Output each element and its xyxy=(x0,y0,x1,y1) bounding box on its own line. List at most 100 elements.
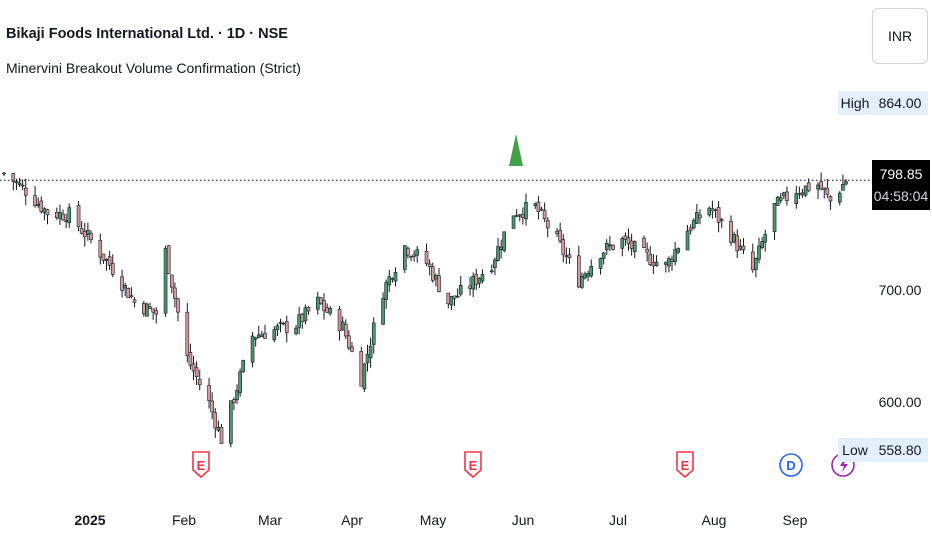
candle xyxy=(101,253,106,264)
candle-body xyxy=(437,275,441,292)
candle xyxy=(39,196,44,214)
candle-body xyxy=(343,323,348,337)
candle xyxy=(58,204,62,225)
candle xyxy=(611,244,615,251)
candle-body xyxy=(281,322,286,325)
candle xyxy=(778,192,783,204)
earnings-event-icon[interactable]: E xyxy=(676,451,694,479)
candle-body xyxy=(623,235,628,240)
candle xyxy=(825,178,830,198)
candle-body xyxy=(601,252,606,259)
candle-body xyxy=(688,227,693,231)
candle-body xyxy=(816,184,820,190)
candle xyxy=(263,324,267,339)
candle-body xyxy=(173,287,177,299)
candle xyxy=(816,182,820,200)
indicator-label[interactable]: Minervini Breakout Volume Confirmation (… xyxy=(6,60,301,76)
time-label-2025: 2025 xyxy=(74,512,106,528)
candle xyxy=(303,304,308,325)
candle-body xyxy=(39,200,44,212)
candle-body xyxy=(654,261,659,266)
candle-body xyxy=(216,427,221,431)
candle xyxy=(2,171,6,177)
candle-body xyxy=(750,251,755,271)
candle-body xyxy=(719,219,724,221)
candle-body xyxy=(558,229,562,242)
candle-body xyxy=(89,233,93,241)
candle-body xyxy=(542,210,547,219)
candle-body xyxy=(406,247,410,256)
candle-body xyxy=(735,235,740,252)
candle xyxy=(716,201,721,233)
candle-body xyxy=(163,248,168,314)
candle-body xyxy=(663,262,668,265)
time-label-aug: Aug xyxy=(701,512,727,528)
candle-body xyxy=(362,363,367,390)
candle xyxy=(238,368,242,397)
candle xyxy=(368,337,373,368)
candle xyxy=(120,269,124,298)
candle-body xyxy=(589,266,594,277)
candle xyxy=(785,186,789,206)
candle xyxy=(645,242,649,262)
candle-body xyxy=(632,241,637,253)
candle-body xyxy=(427,263,432,268)
candle-body xyxy=(800,192,805,196)
candle xyxy=(169,274,174,294)
candle xyxy=(626,228,631,251)
candle-body xyxy=(710,208,715,212)
candle xyxy=(707,206,712,217)
candle xyxy=(191,355,196,381)
candle-body xyxy=(611,244,615,250)
candle-body xyxy=(238,371,242,393)
candle-body xyxy=(754,258,758,270)
dividend-event-icon[interactable]: D xyxy=(779,453,803,477)
candle-body xyxy=(785,191,789,201)
candle-body xyxy=(797,193,802,195)
candle xyxy=(145,302,149,317)
candle xyxy=(763,229,768,252)
candle xyxy=(458,275,463,297)
candle-body xyxy=(493,259,497,269)
candle xyxy=(695,204,699,225)
candle-body xyxy=(707,207,712,216)
candle-body xyxy=(819,181,823,190)
candle xyxy=(188,343,193,370)
candle xyxy=(275,323,280,337)
candle-body xyxy=(517,214,522,217)
candle xyxy=(123,282,127,297)
currency-button[interactable]: INR xyxy=(872,8,928,64)
candle-body xyxy=(58,211,62,219)
candle xyxy=(415,246,420,263)
candle-body xyxy=(194,367,199,377)
candle xyxy=(229,400,233,448)
price-tick-700: 700.00 xyxy=(878,282,922,298)
candle xyxy=(471,272,475,298)
candle xyxy=(772,202,777,241)
candle xyxy=(797,186,802,199)
candle xyxy=(750,243,755,273)
candle xyxy=(663,261,668,273)
candle xyxy=(250,331,255,368)
earnings-event-icon[interactable]: E xyxy=(192,451,210,479)
candle xyxy=(819,172,823,191)
candle xyxy=(256,325,261,339)
candle-body xyxy=(794,193,799,205)
candle-body xyxy=(757,245,761,260)
symbol-title[interactable]: Bikaji Foods International Ltd. · 1D · N… xyxy=(6,26,288,42)
candle-body xyxy=(539,208,544,211)
candle-body xyxy=(260,334,264,338)
candle-body xyxy=(272,329,277,341)
candle xyxy=(580,272,584,289)
earnings-event-icon[interactable]: E xyxy=(464,451,482,479)
candle-body xyxy=(42,208,47,213)
candle-body xyxy=(667,258,671,267)
candle xyxy=(393,267,398,287)
candle xyxy=(452,295,457,307)
candle xyxy=(608,235,612,251)
breakout-up-triangle xyxy=(509,134,523,166)
candle xyxy=(76,200,81,232)
candle xyxy=(232,397,236,411)
